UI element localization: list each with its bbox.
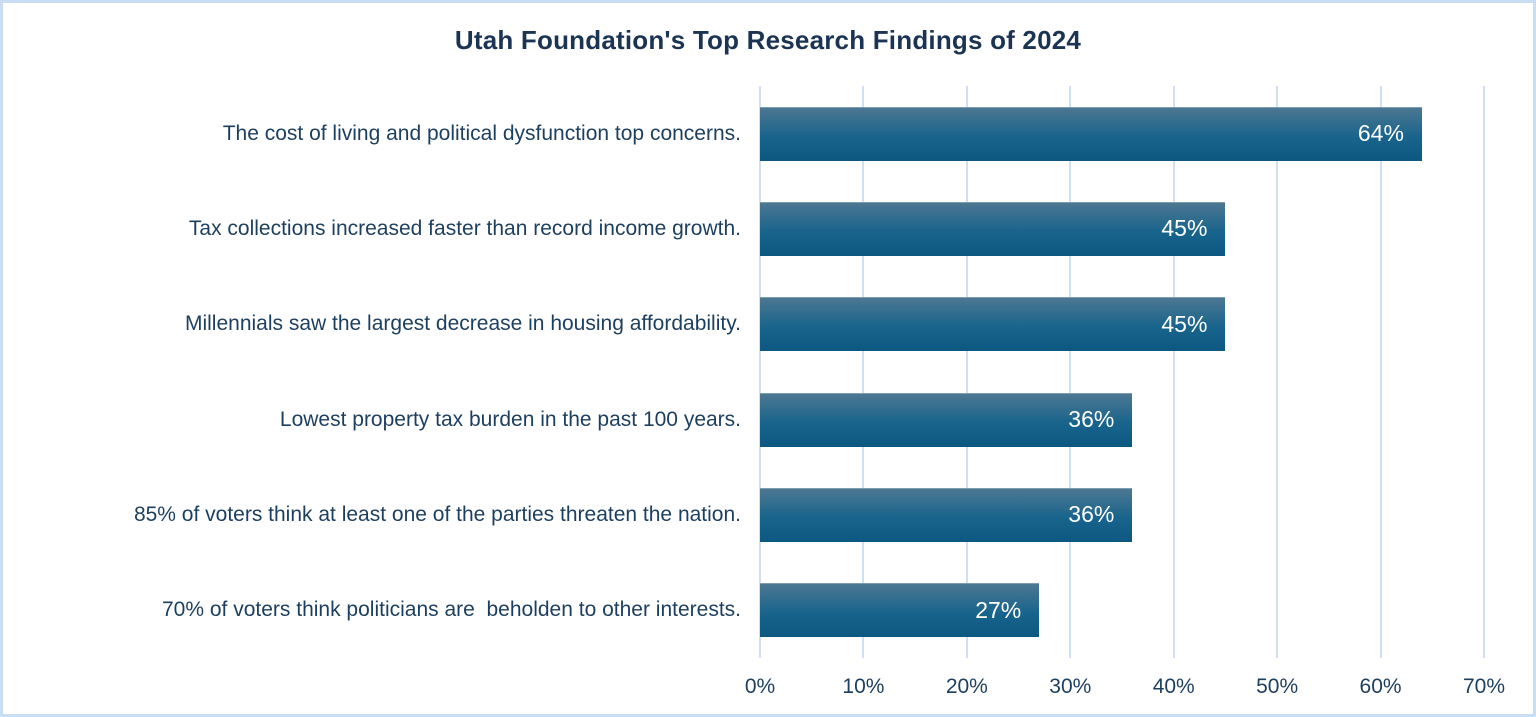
bar-row: 85% of voters think at least one of the … [134,467,1484,562]
category-label: The cost of living and political dysfunc… [222,121,741,145]
gridline [1069,86,1072,658]
bar: 45% [760,297,1226,352]
bar: 27% [760,583,1040,638]
category-label: Tax collections increased faster than re… [188,216,741,240]
bar-row: Lowest property tax burden in the past 1… [280,372,1484,467]
gridline [1172,86,1175,658]
x-axis-tick-label: 20% [945,675,988,698]
category-label: Lowest property tax burden in the past 1… [279,407,741,431]
gridline [759,86,761,658]
bar: 36% [760,392,1133,447]
category-label: 70% of voters think politicians are beho… [162,598,741,622]
x-axis-tick-label: 0% [744,675,776,698]
bar-row: Millennials saw the largest decrease in … [185,277,1484,372]
gridline [1276,86,1279,658]
category-label: Millennials saw the largest decrease in … [184,312,741,336]
bar-value-label: 27% [975,596,1022,623]
plot-area: The cost of living and political dysfunc… [134,86,1485,658]
bar-value-label: 45% [1161,215,1208,242]
bar: 45% [760,201,1226,256]
bar-row: 70% of voters think politicians are beho… [162,563,1484,658]
bars-layer: The cost of living and political dysfunc… [134,86,1484,658]
bar-row: Tax collections increased faster than re… [189,181,1484,276]
bar: 36% [760,487,1133,542]
category-label: 85% of voters think at least one of the … [133,502,741,526]
x-axis-tick-label: 70% [1462,675,1506,698]
bar-value-label: 36% [1068,406,1115,433]
gridline [965,86,968,658]
bar-row: The cost of living and political dysfunc… [223,86,1484,181]
x-axis-tick-label: 40% [1152,675,1195,698]
chart-title: Utah Foundation's Top Research Findings … [454,25,1082,55]
bar-value-label: 45% [1161,310,1208,337]
x-axis: 0% 10% 20% 30% 40% 50% 60% 70% [745,675,1505,705]
bar: 64% [760,106,1422,161]
gridline [862,86,865,658]
x-axis-tick-label: 30% [1049,675,1092,698]
x-axis-tick-label: 50% [1256,675,1299,698]
x-axis-tick-label: 60% [1359,675,1402,698]
gridline [1379,86,1382,658]
x-axis-tick-label: 10% [842,675,885,698]
bar-value-label: 36% [1068,501,1115,528]
bar-value-label: 64% [1357,120,1404,147]
gridline [1483,86,1485,658]
